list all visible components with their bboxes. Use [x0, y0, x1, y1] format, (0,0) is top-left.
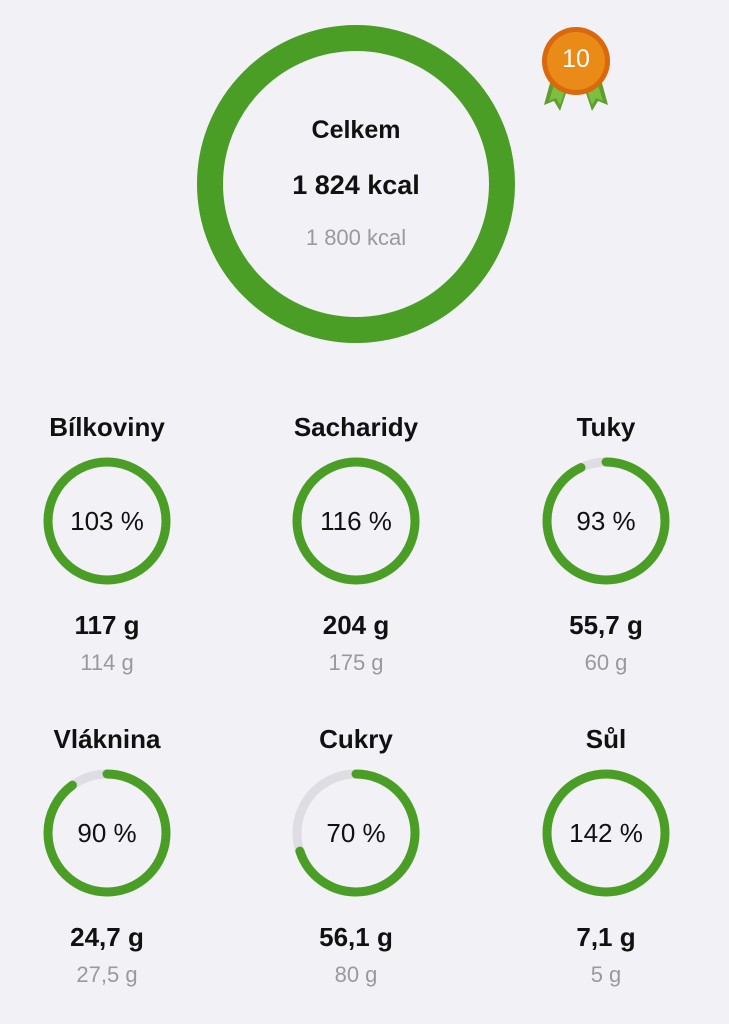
nutrient-percent: 70 % [326, 818, 386, 848]
nutrient-name: Cukry [319, 724, 393, 754]
nutrient-card-fiber[interactable]: Vláknina 90 % 24,7 g 27,5 g [0, 724, 217, 1004]
nutrient-card-fat[interactable]: Tuky 93 % 55,7 g 60 g [496, 412, 716, 692]
nutrient-name: Sůl [585, 724, 627, 754]
nutrient-goal: 114 g [80, 650, 134, 675]
nutrient-name: Sacharidy [293, 412, 419, 442]
nutrient-ring: 93 % [541, 456, 671, 586]
total-goal: 1 800 kcal [305, 225, 407, 250]
nutrient-goal: 5 g [590, 962, 622, 987]
nutrient-ring: 142 % [541, 768, 671, 898]
nutrient-ring: 90 % [42, 768, 172, 898]
nutrient-value: 117 g [74, 610, 140, 640]
nutrient-name: Bílkoviny [49, 412, 165, 442]
nutrient-goal: 60 g [584, 650, 628, 675]
nutrient-card-carbs[interactable]: Sacharidy 116 % 204 g 175 g [246, 412, 466, 692]
total-value: 1 824 kcal [292, 170, 420, 200]
nutrient-percent: 116 % [320, 506, 392, 536]
nutrient-name: Vláknina [53, 724, 161, 754]
total-calories-ring: Celkem 1 824 kcal 1 800 kcal [196, 24, 516, 344]
award-badge[interactable]: 10 [540, 27, 612, 115]
nutrient-ring: 103 % [42, 456, 172, 586]
nutrient-ring: 70 % [291, 768, 421, 898]
nutrient-goal: 27,5 g [76, 962, 138, 987]
nutrient-value: 204 g [322, 610, 390, 640]
badge-number: 10 [562, 45, 590, 73]
nutrient-card-protein[interactable]: Bílkoviny 103 % 117 g 114 g [0, 412, 217, 692]
nutrient-percent: 93 % [576, 506, 636, 536]
nutrient-name: Tuky [576, 412, 636, 442]
nutrient-goal: 175 g [328, 650, 384, 675]
total-ring-text: Celkem 1 824 kcal 1 800 kcal [196, 24, 516, 344]
nutrient-card-salt[interactable]: Sůl 142 % 7,1 g 5 g [496, 724, 716, 1004]
nutrient-percent: 103 % [70, 506, 144, 536]
nutrient-goal: 80 g [334, 962, 378, 987]
total-label: Celkem [311, 116, 401, 144]
nutrient-value: 55,7 g [569, 610, 643, 640]
total-ring-graphic [197, 25, 515, 343]
nutrient-value: 56,1 g [319, 922, 393, 952]
nutrient-percent: 142 % [569, 818, 643, 848]
nutrient-card-sugars[interactable]: Cukry 70 % 56,1 g 80 g [246, 724, 466, 1004]
total-ring-progress [197, 25, 515, 343]
nutrient-percent: 90 % [77, 818, 137, 848]
nutrient-ring: 116 % [291, 456, 421, 586]
award-medal-icon [542, 27, 610, 111]
nutrient-value: 24,7 g [70, 922, 144, 952]
nutrient-value: 7,1 g [576, 922, 636, 952]
